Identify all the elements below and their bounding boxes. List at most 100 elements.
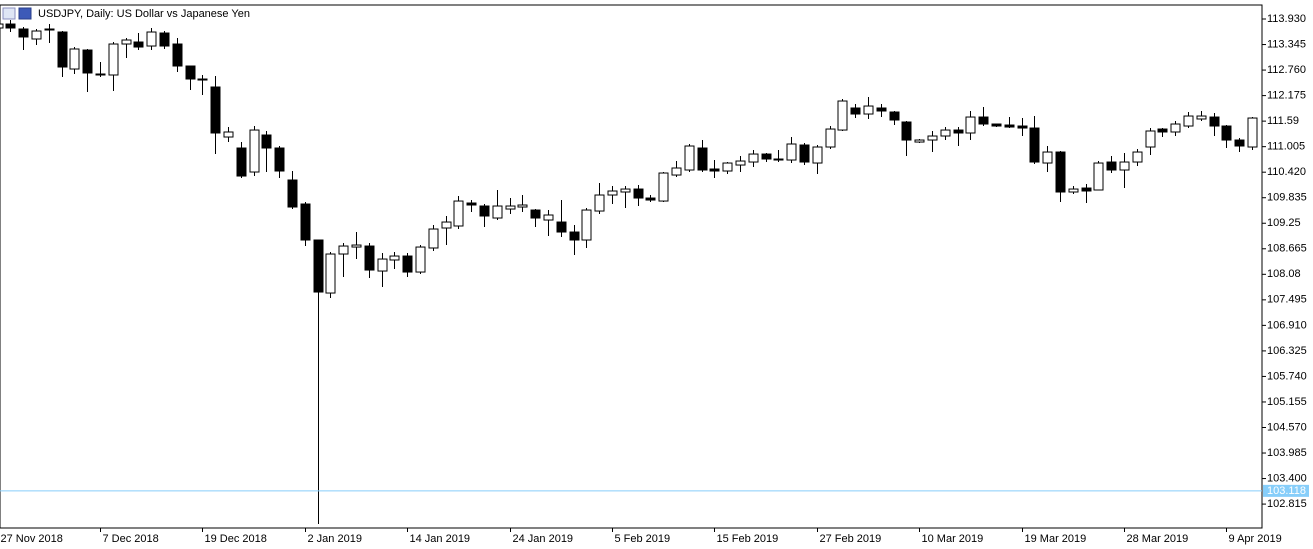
candle-body bbox=[543, 214, 554, 221]
x-tick-label: 24 Jan 2019 bbox=[513, 533, 574, 545]
candle-body bbox=[1055, 151, 1066, 193]
x-tick-label: 19 Dec 2018 bbox=[205, 533, 267, 545]
candle-body bbox=[1234, 139, 1245, 147]
candle-body bbox=[505, 205, 516, 210]
candle-body bbox=[1029, 127, 1040, 163]
candle-body bbox=[761, 153, 772, 160]
candle-body bbox=[351, 244, 362, 248]
candle-body bbox=[953, 129, 964, 134]
x-tick-label: 27 Feb 2019 bbox=[820, 533, 882, 545]
candle-body bbox=[146, 31, 157, 47]
candle-body bbox=[287, 179, 298, 208]
y-tick-label: 103.985 bbox=[1267, 447, 1307, 459]
chart-title: USDJPY, Daily: US Dollar vs Japanese Yen bbox=[38, 8, 250, 20]
candle-body bbox=[1119, 161, 1130, 171]
candle-body bbox=[1196, 115, 1207, 120]
candle-body bbox=[581, 209, 592, 241]
candle-body bbox=[812, 146, 823, 164]
candle-body bbox=[185, 65, 196, 80]
candle-body bbox=[965, 116, 976, 134]
candle-body bbox=[1221, 125, 1232, 141]
candle-body bbox=[914, 139, 925, 143]
candle-body bbox=[786, 143, 797, 161]
candle-body bbox=[863, 105, 874, 115]
x-tick-label: 19 Mar 2019 bbox=[1025, 533, 1087, 545]
y-tick-label: 112.760 bbox=[1267, 64, 1306, 76]
y-tick-label: 106.325 bbox=[1267, 345, 1307, 357]
candle-body bbox=[159, 32, 170, 47]
candle-body bbox=[44, 28, 55, 31]
candle-body bbox=[0, 23, 4, 29]
candle-body bbox=[722, 162, 733, 172]
candle-body bbox=[517, 204, 528, 208]
y-tick-label: 110.420 bbox=[1267, 166, 1306, 178]
candle-body bbox=[108, 43, 119, 76]
candle-body bbox=[1042, 151, 1053, 164]
candle-body bbox=[530, 209, 541, 219]
candle-body bbox=[95, 73, 106, 76]
candle-body bbox=[402, 255, 413, 273]
candle-body bbox=[991, 123, 1002, 127]
x-tick-label: 27 Nov 2018 bbox=[1, 533, 63, 545]
candle-body bbox=[1068, 188, 1079, 193]
candle-body bbox=[121, 39, 132, 45]
candle-body bbox=[850, 107, 861, 115]
candle-body bbox=[133, 41, 144, 48]
candle-body bbox=[18, 28, 29, 38]
candle-body bbox=[479, 205, 490, 217]
candle-body bbox=[607, 190, 618, 196]
candle-body bbox=[1081, 187, 1092, 192]
candle-body bbox=[197, 78, 208, 81]
candle-body bbox=[1183, 115, 1194, 127]
candle-body bbox=[441, 221, 452, 229]
candle-body bbox=[825, 128, 836, 148]
candle-body bbox=[709, 168, 720, 172]
candle-body bbox=[313, 239, 324, 293]
x-tick-label: 28 Mar 2019 bbox=[1127, 533, 1189, 545]
candle-body bbox=[389, 255, 400, 261]
candle-body bbox=[927, 135, 938, 141]
candle-body bbox=[876, 107, 887, 112]
candle-body bbox=[748, 153, 759, 163]
candle-body bbox=[274, 147, 285, 172]
candle-body bbox=[466, 202, 477, 206]
candle-body bbox=[1145, 130, 1156, 148]
candle-body bbox=[31, 30, 42, 40]
candle-body bbox=[1170, 123, 1181, 133]
y-tick-label: 104.570 bbox=[1267, 421, 1307, 433]
candles bbox=[0, 20, 1258, 525]
candle-body bbox=[697, 147, 708, 171]
y-tick-label: 106.910 bbox=[1267, 319, 1307, 331]
y-tick-label: 111.005 bbox=[1267, 141, 1305, 153]
candle-body bbox=[1106, 161, 1117, 171]
y-tick-label: 109.835 bbox=[1267, 192, 1307, 204]
candle-body bbox=[671, 167, 682, 176]
candle-body bbox=[889, 111, 900, 121]
candle-body bbox=[261, 134, 272, 149]
candle-body bbox=[978, 116, 989, 125]
candle-body bbox=[428, 228, 439, 249]
candle-body bbox=[735, 160, 746, 166]
x-tick-label: 14 Jan 2019 bbox=[410, 533, 471, 545]
candle-body bbox=[1004, 124, 1015, 128]
candle-body bbox=[1247, 117, 1258, 148]
y-tick-label: 113.345 bbox=[1267, 38, 1306, 50]
candle-body bbox=[1157, 128, 1168, 133]
candle-body bbox=[773, 158, 784, 161]
y-tick-label: 105.740 bbox=[1267, 370, 1307, 382]
y-tick-label: 111.59 bbox=[1267, 115, 1299, 127]
last-price-box bbox=[1263, 484, 1309, 497]
candle-body bbox=[940, 129, 951, 137]
candle-body bbox=[5, 23, 16, 29]
x-tick-label: 5 Feb 2019 bbox=[615, 533, 671, 545]
y-tick-label: 108.08 bbox=[1267, 268, 1301, 280]
candle-body bbox=[645, 197, 656, 201]
y-tick-label: 108.665 bbox=[1267, 243, 1307, 255]
candle-body bbox=[594, 194, 605, 212]
y-tick-label: 113.930 bbox=[1267, 13, 1306, 25]
y-tick-label: 107.495 bbox=[1267, 294, 1307, 306]
candle-body bbox=[1017, 125, 1028, 129]
candle-body bbox=[556, 221, 567, 233]
x-tick-label: 10 Mar 2019 bbox=[922, 533, 984, 545]
